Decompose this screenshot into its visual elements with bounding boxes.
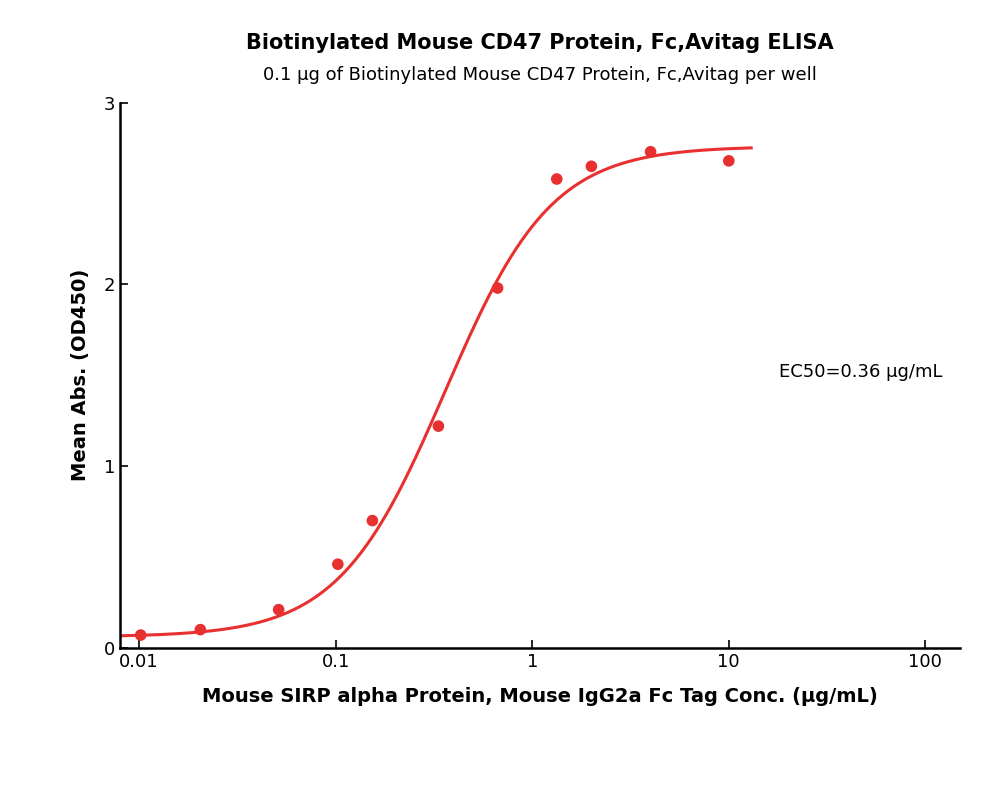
Point	[133, 629, 149, 641]
Point	[583, 160, 599, 173]
Point	[490, 282, 506, 295]
Text: 0.1 μg of Biotinylated Mouse CD47 Protein, Fc,Avitag per well: 0.1 μg of Biotinylated Mouse CD47 Protei…	[263, 66, 817, 84]
X-axis label: Mouse SIRP alpha Protein, Mouse IgG2a Fc Tag Conc. (μg/mL): Mouse SIRP alpha Protein, Mouse IgG2a Fc…	[202, 687, 878, 706]
Point	[364, 514, 380, 527]
Point	[549, 173, 565, 186]
Point	[643, 145, 659, 158]
Y-axis label: Mean Abs. (OD450): Mean Abs. (OD450)	[71, 269, 90, 481]
Point	[721, 155, 737, 167]
Point	[271, 604, 287, 616]
Point	[192, 623, 208, 636]
Text: Biotinylated Mouse CD47 Protein, Fc,Avitag ELISA: Biotinylated Mouse CD47 Protein, Fc,Avit…	[246, 33, 834, 54]
Text: EC50=0.36 μg/mL: EC50=0.36 μg/mL	[779, 363, 942, 381]
Point	[430, 419, 446, 432]
Point	[330, 558, 346, 570]
